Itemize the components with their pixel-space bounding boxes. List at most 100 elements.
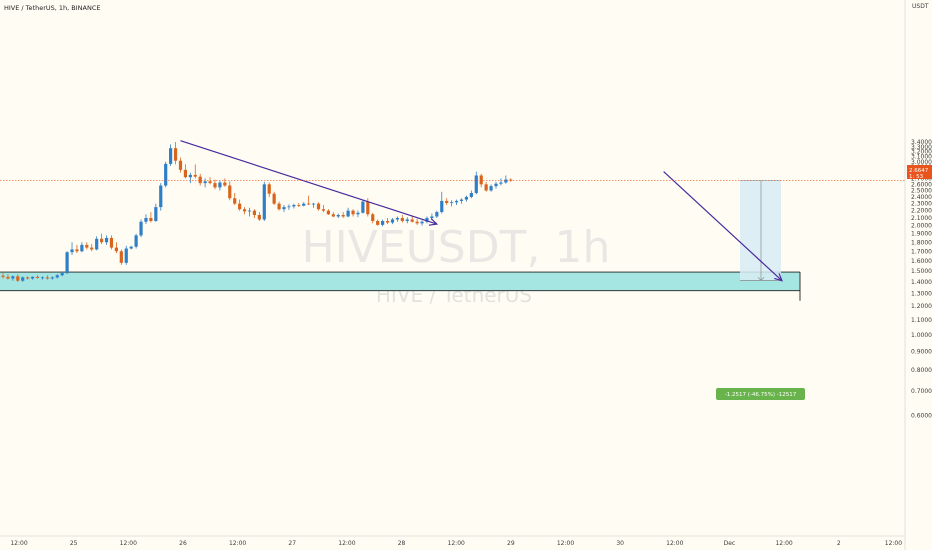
candle [282,205,286,213]
price-tick-label: 3.3000 [911,144,932,151]
price-tick-label: 2.4000 [911,194,932,201]
time-tick-label: 12:00 [120,540,137,547]
price-tick-label: 0.6000 [911,412,932,419]
candle-body [233,198,237,204]
candle-body [474,175,478,194]
candle-body [459,199,464,201]
candle [198,173,202,186]
candle-body [410,219,414,222]
time-tick-label: 28 [398,540,406,547]
candle [16,274,20,282]
price-tick-label: 0.9000 [911,348,932,355]
candle-body [60,273,64,276]
candle-body [356,212,360,215]
candle-body [11,276,15,279]
candle-body [208,181,212,184]
candle-body [188,174,192,178]
candle-body [450,202,454,204]
candle [26,276,30,280]
time-axis[interactable]: 12:00 25 12:00 26 12:00 27 12:00 28 12:00 29 12:00… [10,540,902,547]
candle [405,217,409,224]
time-tick-label: 12:00 [666,540,683,547]
candle-body [70,249,74,253]
candle-body [1,275,5,277]
candle-body [292,205,296,207]
candle [381,219,385,227]
candle [55,274,59,279]
candle-body [21,277,25,281]
candle [272,191,276,206]
candle [287,204,291,210]
candle-body [45,277,49,279]
candle-body [504,179,508,183]
candle-body [228,185,232,199]
candle [119,249,123,265]
candle [173,142,178,165]
price-tick-label: 1.8000 [911,239,932,246]
price-tick-label: 1.3000 [911,291,932,298]
measure-label-bg [716,388,805,400]
measure-range-box[interactable] [740,180,781,281]
candle [331,212,335,218]
candle [450,200,454,207]
candle-body [213,183,217,188]
candle [223,178,227,187]
candle-body [80,244,84,252]
candle-body [129,246,133,249]
candle-body [267,184,271,194]
candle [474,171,478,195]
measure-tool[interactable]: -1.2517 (-46.75%) -12517 [716,180,805,400]
candle [213,179,217,190]
candle-body [252,210,257,215]
candle-body [114,247,118,252]
candle-body [499,182,503,184]
price-tick-label: 1.1000 [911,317,932,324]
price-tick-label: 0.8000 [911,367,932,374]
candle [144,214,148,225]
candle [178,157,183,173]
trendlines[interactable] [180,140,783,282]
candle-body [464,196,469,200]
candle-body [65,252,69,274]
price-tick-label: 2.1000 [911,215,932,222]
trendline-2[interactable] [663,171,783,282]
time-tick-label: 12:00 [448,540,465,547]
candle [336,213,340,218]
candle [346,207,350,218]
candle [169,144,173,167]
candle-body [257,214,261,220]
candle [124,245,128,265]
candle-body [16,276,20,281]
candle [415,218,419,225]
candle-body [425,217,429,222]
candle [504,175,508,184]
price-tick-label: 3.0000 [911,159,932,166]
candle-body [35,276,40,278]
time-tick-label: 12:00 [338,540,355,547]
candle [114,242,118,254]
candle-body [440,200,444,213]
candle [459,198,464,204]
candle-body [104,237,109,243]
last-price-tag: 2.6647 1: 53 [907,165,932,180]
time-tick-label: 25 [70,540,78,547]
candle [385,217,390,225]
candle-body [385,221,390,223]
time-tick-label: 26 [179,540,187,547]
price-tick-label: 1.5000 [911,268,932,275]
price-tick-label: 3.1000 [911,154,932,161]
candle-body [169,148,173,164]
candle-body [282,207,286,210]
candle-body [154,207,158,222]
candle-body [203,181,207,184]
candle-body [484,184,488,191]
candle [445,198,449,206]
candle [440,191,444,214]
candle [134,233,138,249]
price-tick-label: 2.3000 [911,201,932,208]
chart-title: HIVE / TetherUS, 1h, BINANCE [4,4,100,12]
candle [40,276,45,280]
price-tick-label: 1.9000 [911,231,932,238]
trendline-1[interactable] [180,140,438,225]
